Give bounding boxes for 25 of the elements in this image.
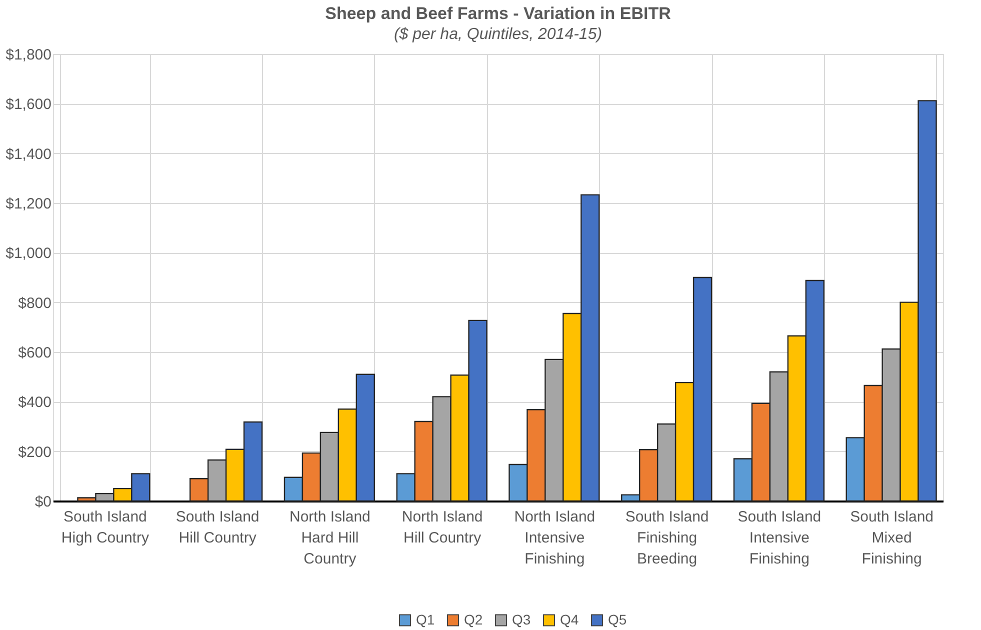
x-tick-label: North Island Intensive Finishing (514, 508, 596, 568)
x-tick-label: North Island Hill Country (402, 508, 483, 546)
y-tick-label: $1,400 (6, 146, 52, 163)
legend-label: Q2 (464, 611, 483, 628)
x-tick-label: South Island Finishing Breeding (625, 508, 709, 568)
chart-subtitle: ($ per ha, Quintiles, 2014-15) (394, 26, 602, 43)
x-tick-label: South Island Mixed Finishing (850, 508, 934, 568)
y-tick-label: $1,200 (6, 196, 52, 212)
y-tick-label: $600 (18, 344, 52, 362)
x-tick-label: South Island High Country (61, 508, 150, 546)
x-tick-label: South Island Hill Country (176, 508, 260, 546)
legend-label: Q1 (416, 611, 435, 628)
y-tick-label: $1,600 (6, 96, 52, 114)
chart-title: Sheep and Beef Farms - Variation in EBITR (325, 4, 671, 23)
y-tick-label: $0 (34, 494, 52, 510)
legend-label: Q4 (560, 611, 579, 628)
y-tick-label: $400 (18, 394, 52, 412)
y-tick-label: $800 (18, 294, 52, 312)
y-tick-label: $1,000 (6, 245, 52, 262)
legend-label: Q3 (512, 611, 531, 628)
y-tick-label: $200 (18, 444, 52, 461)
y-tick-label: $1,800 (6, 46, 52, 64)
x-tick-label: South Island Intensive Finishing (738, 508, 822, 568)
x-tick-label: North Island Hard Hill Country (290, 508, 370, 568)
legend-label: Q5 (608, 611, 627, 628)
